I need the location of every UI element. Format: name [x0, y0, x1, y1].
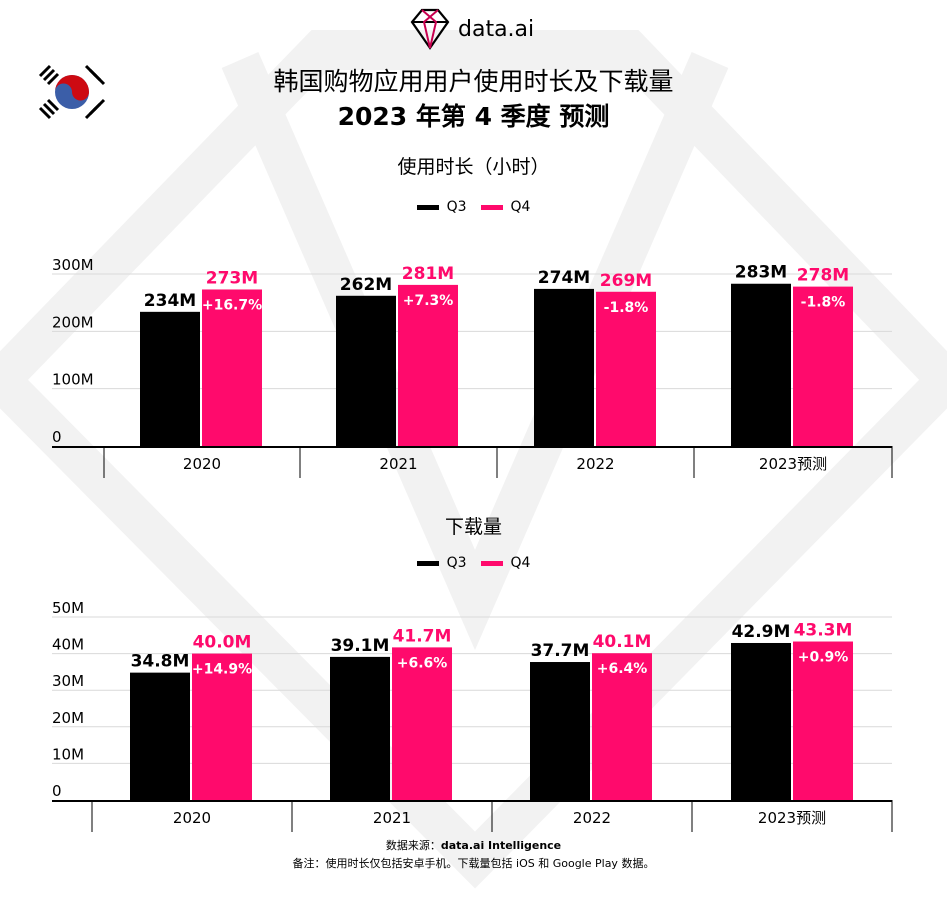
y-tick-label: 0: [52, 782, 62, 800]
page-subtitle: 2023 年第 4 季度 预测: [337, 102, 610, 131]
legend-q4: Q4: [480, 199, 530, 215]
y-tick-label: 200M: [52, 313, 94, 331]
y-tick-label: 10M: [52, 745, 84, 763]
data-label-q3: 34.8M: [131, 652, 190, 672]
page-title: 韩国购物应用用户使用时长及下载量: [273, 67, 674, 96]
bar-q3: [731, 642, 791, 800]
data-label-q4: 273M: [206, 268, 258, 288]
data-label-q4: 43.3M: [794, 621, 853, 641]
logo: data.ai: [410, 8, 534, 50]
chart2-title: 下载量: [444, 516, 502, 538]
x-tick-label: 2022: [576, 455, 614, 473]
legend-q3: Q3: [416, 555, 467, 571]
bar-q4: [392, 647, 452, 800]
x-tick-label: 2023预测: [759, 455, 827, 473]
bar-q4: [793, 641, 853, 800]
bar-q4: [398, 284, 458, 446]
y-tick-label: 100M: [52, 371, 94, 389]
x-tick-label: 2020: [183, 455, 221, 473]
x-tick-label: 2020: [173, 809, 211, 827]
footer-source: 数据来源：data.ai Intelligence: [385, 839, 562, 852]
south-korea-flag-icon: [38, 64, 106, 120]
bar-q4: [592, 653, 652, 800]
x-tick-label: 2022: [573, 809, 611, 827]
logo-text: data.ai: [458, 16, 535, 42]
legend-q4: Q4: [480, 555, 530, 571]
data-label-q4: 281M: [402, 264, 454, 284]
chart1-title: 使用时长（小时）: [397, 156, 550, 178]
x-tick-label: 2023预测: [758, 809, 826, 827]
data-label-q3: 42.9M: [732, 622, 791, 642]
bar-q3: [140, 311, 200, 446]
data-label-q4: 278M: [797, 266, 849, 286]
bar-q4: [793, 286, 853, 446]
y-tick-label: 40M: [52, 636, 84, 654]
y-tick-label: 20M: [52, 709, 84, 727]
data-label-q4: 41.7M: [393, 626, 452, 646]
x-tick-label: 2021: [373, 809, 411, 827]
bar-q3: [130, 672, 190, 800]
growth-label: +16.7%: [202, 297, 262, 313]
growth-label: -1.8%: [604, 300, 649, 316]
y-tick-label: 0: [52, 428, 62, 446]
legend-q3: Q3: [416, 199, 467, 215]
footer-note: 备注：使用时长仅包括安卓手机。下载量包括 iOS 和 Google Play 数…: [292, 857, 655, 870]
bar-q3: [534, 288, 594, 446]
bar-q4: [192, 653, 252, 800]
chart2-legend: Q3 Q4: [0, 555, 947, 571]
y-tick-label: 30M: [52, 672, 84, 690]
growth-label: -1.8%: [801, 295, 846, 311]
growth-label: +14.9%: [192, 662, 252, 678]
diamond-logo-icon: [410, 8, 450, 50]
y-tick-label: 300M: [52, 256, 94, 274]
bar-q3: [530, 662, 590, 800]
chart1-legend: Q3 Q4: [0, 199, 947, 215]
growth-label: +7.3%: [403, 293, 454, 309]
growth-label: +6.6%: [397, 655, 448, 671]
data-label-q3: 234M: [144, 291, 196, 311]
data-label-q4: 40.1M: [593, 632, 652, 652]
bar-q4: [202, 289, 262, 446]
data-label-q3: 283M: [735, 263, 787, 283]
bar-q3: [330, 656, 390, 800]
growth-label: +0.9%: [798, 650, 849, 666]
data-label-q3: 37.7M: [531, 641, 590, 661]
data-label-q3: 262M: [340, 275, 392, 295]
data-label-q4: 40.0M: [193, 633, 252, 653]
data-label-q3: 39.1M: [331, 636, 390, 656]
data-label-q3: 274M: [538, 268, 590, 288]
bar-q3: [336, 295, 396, 446]
data-label-q4: 269M: [600, 271, 652, 291]
bar-q4: [596, 291, 656, 446]
y-tick-label: 50M: [52, 599, 84, 617]
growth-label: +6.4%: [597, 661, 648, 677]
x-tick-label: 2021: [379, 455, 417, 473]
bar-q3: [731, 283, 791, 446]
